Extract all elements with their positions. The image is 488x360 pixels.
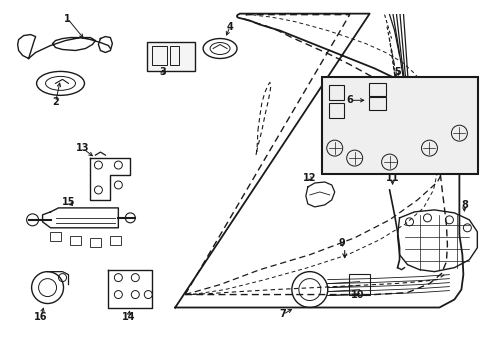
Text: 6: 6	[346, 95, 352, 105]
Text: 13: 13	[76, 143, 89, 153]
Text: 4: 4	[226, 22, 233, 32]
FancyBboxPatch shape	[147, 41, 195, 71]
Text: 12: 12	[303, 173, 316, 183]
Text: 10: 10	[350, 289, 364, 300]
Text: 7: 7	[279, 310, 285, 319]
Text: 5: 5	[393, 67, 400, 77]
Text: 2: 2	[52, 97, 59, 107]
Text: 11: 11	[385, 173, 399, 183]
Text: 3: 3	[160, 67, 166, 77]
FancyBboxPatch shape	[321, 77, 477, 174]
Text: 8: 8	[460, 200, 467, 210]
Text: 1: 1	[64, 14, 71, 24]
Text: 14: 14	[122, 312, 135, 323]
Text: 16: 16	[34, 312, 47, 323]
Text: 15: 15	[61, 197, 75, 207]
Text: 9: 9	[338, 238, 345, 248]
